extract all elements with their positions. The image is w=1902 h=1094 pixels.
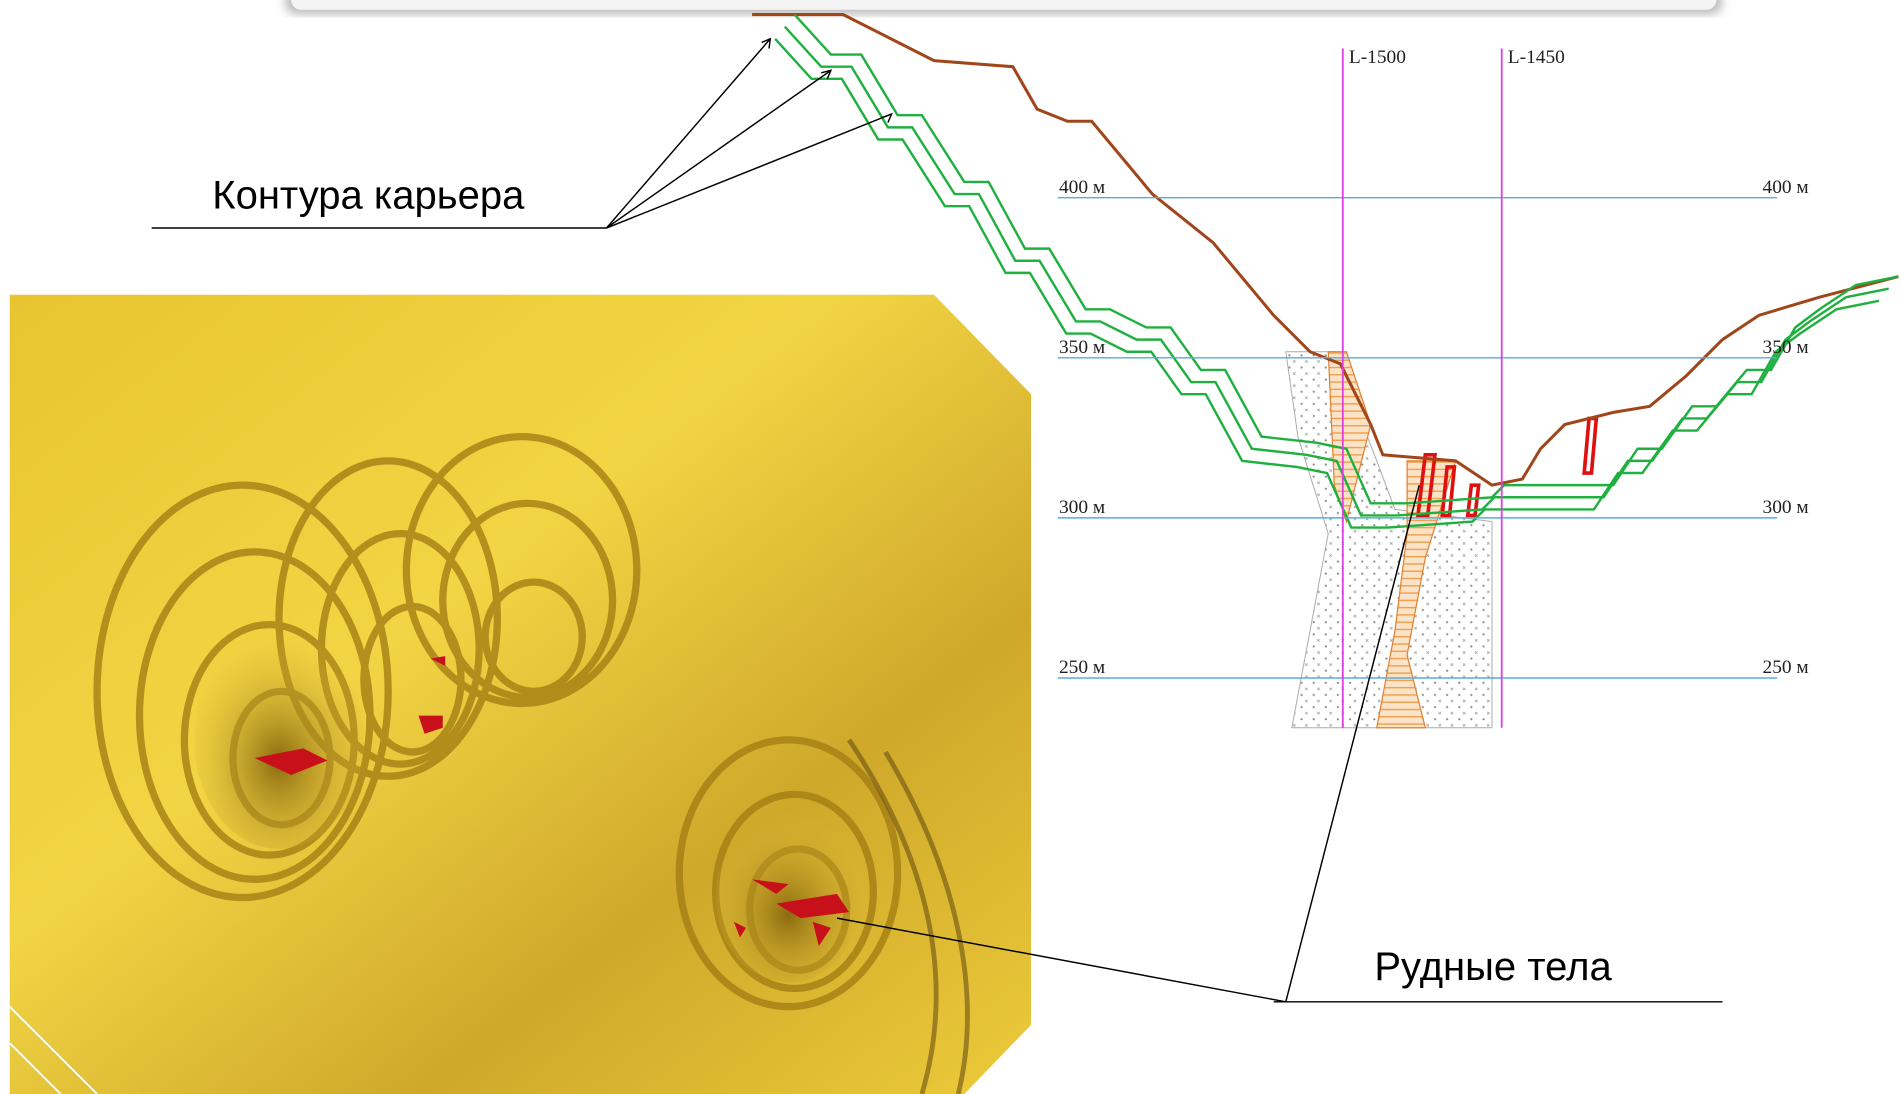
elevation-levels: 400 м 400 м 350 м 350 м 300 м 300 м 250 м 250 м [1057, 177, 1809, 679]
ore-bodies-label: Рудные тела [1374, 945, 1612, 989]
level-label: 350 м [1059, 337, 1105, 358]
level-label: 300 м [1059, 497, 1105, 518]
pit-3d-view [9, 294, 1032, 1094]
section-line-label: L-1450 [1508, 47, 1565, 68]
level-label: 400 м [1059, 177, 1105, 198]
level-label: 400 м [1763, 177, 1809, 198]
geology [1285, 351, 1599, 729]
level-label: 250 м [1763, 657, 1809, 678]
pit-contours [752, 13, 1899, 529]
level-label: 300 м [1763, 497, 1809, 518]
callout-lines [151, 37, 1723, 1003]
pit-contours-label: Контура карьера [212, 174, 525, 218]
level-label: 250 м [1059, 657, 1105, 678]
section-lines: L-1500 L-1450 [1341, 47, 1565, 728]
header-bar [291, 0, 1717, 10]
level-label: 350 м [1763, 337, 1809, 358]
section-line-label: L-1500 [1349, 47, 1406, 68]
